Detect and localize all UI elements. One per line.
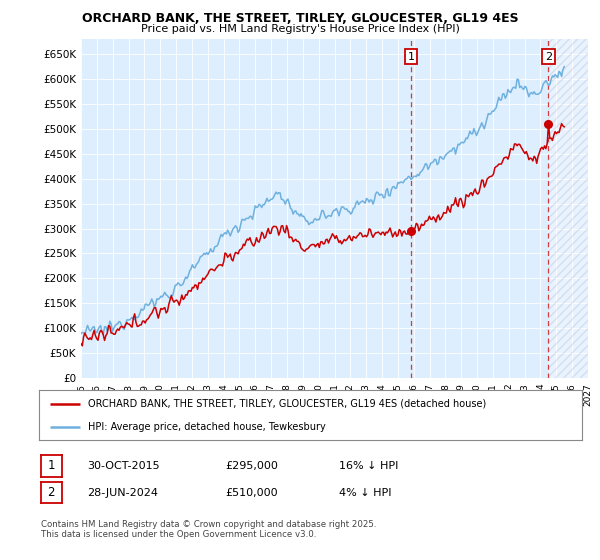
Text: 30-OCT-2015: 30-OCT-2015 (87, 461, 160, 471)
Text: 4% ↓ HPI: 4% ↓ HPI (339, 488, 391, 498)
Text: 2: 2 (47, 486, 55, 500)
Text: HPI: Average price, detached house, Tewkesbury: HPI: Average price, detached house, Tewk… (88, 422, 326, 432)
Text: ORCHARD BANK, THE STREET, TIRLEY, GLOUCESTER, GL19 4ES (detached house): ORCHARD BANK, THE STREET, TIRLEY, GLOUCE… (88, 399, 486, 409)
Text: £295,000: £295,000 (225, 461, 278, 471)
Text: Price paid vs. HM Land Registry's House Price Index (HPI): Price paid vs. HM Land Registry's House … (140, 24, 460, 34)
Text: 2: 2 (545, 52, 552, 62)
Text: £510,000: £510,000 (225, 488, 278, 498)
Text: 28-JUN-2024: 28-JUN-2024 (87, 488, 158, 498)
Text: 1: 1 (47, 459, 55, 473)
Text: 16% ↓ HPI: 16% ↓ HPI (339, 461, 398, 471)
Bar (548, 39, 588, 378)
Text: Contains HM Land Registry data © Crown copyright and database right 2025.
This d: Contains HM Land Registry data © Crown c… (41, 520, 376, 539)
Text: 1: 1 (407, 52, 415, 62)
Text: ORCHARD BANK, THE STREET, TIRLEY, GLOUCESTER, GL19 4ES: ORCHARD BANK, THE STREET, TIRLEY, GLOUCE… (82, 12, 518, 25)
